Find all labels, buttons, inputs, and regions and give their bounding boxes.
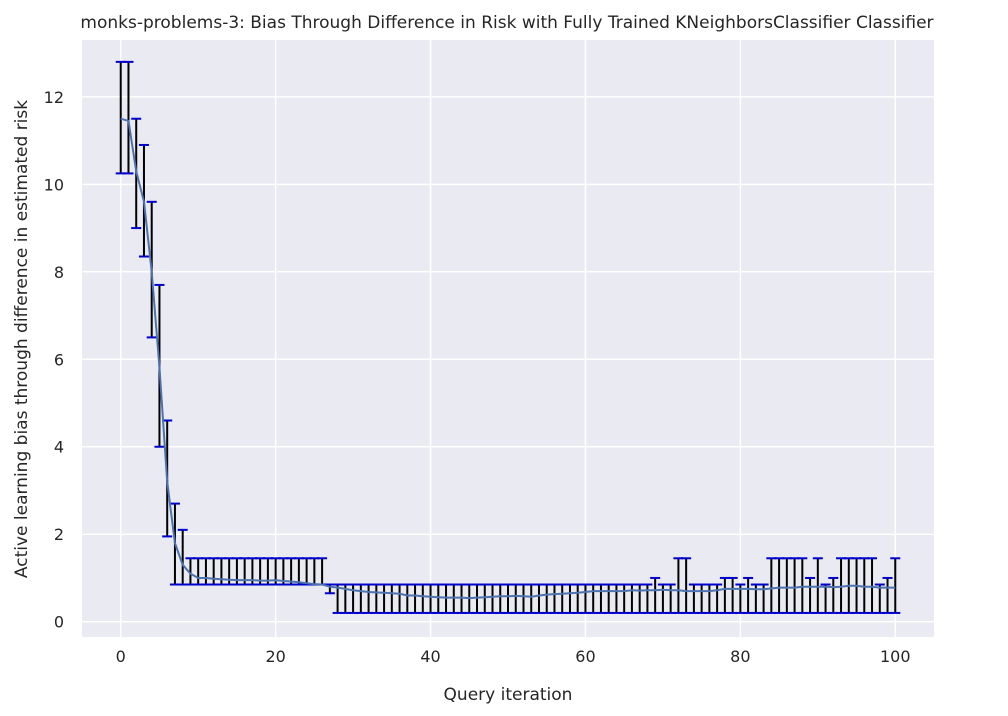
x-tick-label: 80 — [730, 647, 750, 666]
y-tick-label: 10 — [44, 175, 64, 194]
x-tick-label: 0 — [116, 647, 126, 666]
y-tick-label: 0 — [54, 613, 64, 632]
x-tick-label: 60 — [575, 647, 595, 666]
x-tick-label: 100 — [880, 647, 911, 666]
y-tick-label: 4 — [54, 438, 64, 457]
x-tick-label: 20 — [265, 647, 285, 666]
y-tick-label: 2 — [54, 525, 64, 544]
x-axis-label: Query iteration — [444, 685, 573, 705]
y-tick-label: 6 — [54, 350, 64, 369]
x-axis-ticks: 0 20 40 60 80 100 — [116, 647, 911, 666]
y-tick-label: 8 — [54, 263, 64, 282]
y-axis-label: Active learning bias through difference … — [12, 100, 32, 578]
mean-line — [120, 117, 896, 600]
x-tick-label: 40 — [420, 647, 440, 666]
gridlines — [82, 40, 934, 637]
plot-area — [82, 40, 934, 637]
chart-title: monks-problems-3: Bias Through Differenc… — [80, 13, 933, 33]
y-axis-ticks: 0 2 4 6 8 10 12 — [44, 88, 64, 632]
y-tick-label: 12 — [44, 88, 64, 107]
